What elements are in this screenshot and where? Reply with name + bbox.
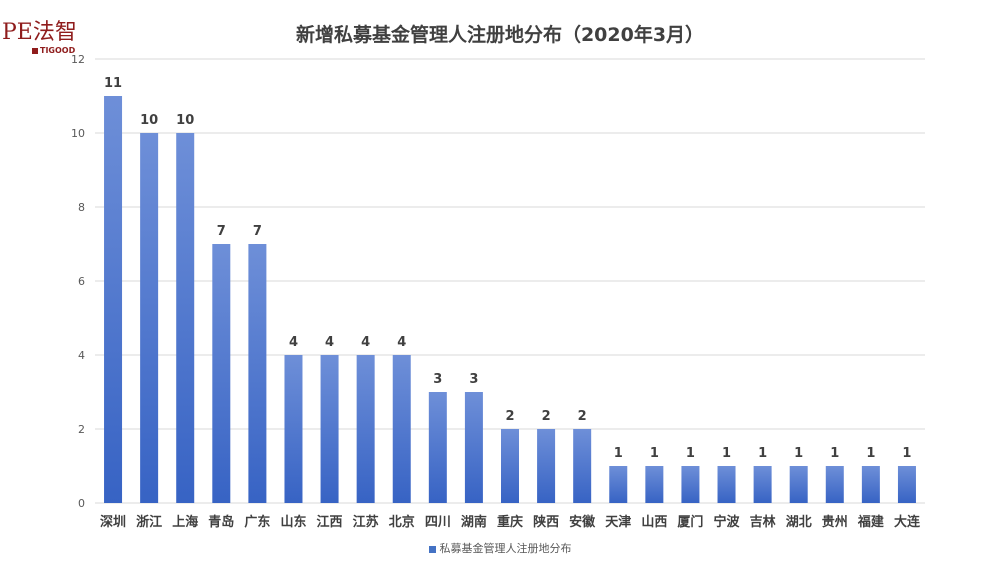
logo-text: PE法智 xyxy=(2,20,77,45)
bar xyxy=(392,355,411,503)
legend: 私募基金管理人注册地分布 xyxy=(0,540,1000,556)
bar xyxy=(537,429,556,503)
data-label: 1 xyxy=(902,446,911,461)
data-label: 2 xyxy=(542,409,551,424)
logo-sub-label: TIGOOD xyxy=(40,46,76,55)
bar xyxy=(284,355,303,503)
data-label: 10 xyxy=(176,113,194,128)
logo: PE法智 TIGOOD xyxy=(2,14,92,64)
x-tick-label: 陕西 xyxy=(533,514,559,530)
bar xyxy=(248,244,267,503)
bars-layer xyxy=(104,96,916,503)
x-tick-label: 广东 xyxy=(244,514,270,530)
x-tick-label: 天津 xyxy=(605,514,631,530)
data-label: 4 xyxy=(289,335,298,350)
y-tick-label: 4 xyxy=(78,349,85,362)
data-label: 2 xyxy=(578,409,587,424)
data-label: 10 xyxy=(140,113,158,128)
y-tick-label: 2 xyxy=(78,423,85,436)
x-tick-label: 四川 xyxy=(425,515,451,530)
bar xyxy=(897,466,916,503)
x-tick-label: 青岛 xyxy=(208,514,234,530)
bar xyxy=(212,244,231,503)
bar xyxy=(104,96,123,503)
y-tick-label: 6 xyxy=(78,275,85,288)
bar xyxy=(573,429,592,503)
data-label: 2 xyxy=(505,409,514,424)
bar xyxy=(753,466,772,503)
bar xyxy=(501,429,519,503)
x-tick-label: 深圳 xyxy=(100,514,126,530)
data-label: 11 xyxy=(104,76,122,91)
data-label: 4 xyxy=(325,335,334,350)
data-label: 1 xyxy=(722,446,731,461)
x-tick-label: 大连 xyxy=(894,514,921,530)
bar xyxy=(356,355,375,503)
x-tick-label: 山西 xyxy=(641,514,667,530)
bar xyxy=(645,466,664,503)
bar xyxy=(681,466,700,503)
x-tick-label: 福建 xyxy=(857,514,884,530)
x-tick-label: 湖南 xyxy=(461,514,487,530)
data-label: 7 xyxy=(253,224,262,239)
bar xyxy=(717,466,736,503)
y-tick-label: 8 xyxy=(78,201,85,214)
data-label: 4 xyxy=(361,335,370,350)
y-tick-label: 0 xyxy=(78,497,85,510)
x-tick-label: 重庆 xyxy=(497,514,523,530)
legend-label: 私募基金管理人注册地分布 xyxy=(439,542,572,555)
bar xyxy=(176,133,195,503)
data-label: 1 xyxy=(758,446,767,461)
x-tick-label: 江西 xyxy=(317,514,343,530)
data-label: 3 xyxy=(433,372,442,387)
x-tick-label: 安徽 xyxy=(569,514,596,530)
data-label: 1 xyxy=(650,446,659,461)
data-label: 1 xyxy=(794,446,803,461)
data-label: 4 xyxy=(397,335,406,350)
logo-subtext: TIGOOD xyxy=(32,46,75,55)
data-label: 1 xyxy=(866,446,875,461)
data-label: 7 xyxy=(217,224,226,239)
chart-title: 新增私募基金管理人注册地分布（2020年3月） xyxy=(295,24,705,46)
data-label: 3 xyxy=(469,372,478,387)
x-tick-label: 湖北 xyxy=(786,515,812,530)
bar xyxy=(609,466,628,503)
x-tick-label: 山东 xyxy=(280,514,306,530)
labels-layer: 11深圳10浙江10上海7青岛7广东4山东4江西4江苏4北京3四川3湖南2重庆2… xyxy=(100,76,921,530)
x-tick-label: 江苏 xyxy=(353,514,379,530)
bar xyxy=(825,466,844,503)
x-tick-label: 厦门 xyxy=(677,514,703,530)
x-tick-label: 上海 xyxy=(172,514,198,530)
x-tick-label: 宁波 xyxy=(714,514,741,530)
bar xyxy=(428,392,447,503)
bar xyxy=(464,392,483,503)
logo-mark-icon xyxy=(32,47,38,54)
bar xyxy=(320,355,339,503)
data-label: 1 xyxy=(830,446,839,461)
data-label: 1 xyxy=(686,446,695,461)
legend-swatch xyxy=(428,545,436,553)
bar xyxy=(861,466,880,503)
x-tick-label: 吉林 xyxy=(750,514,776,530)
y-tick-label: 10 xyxy=(71,127,85,140)
bar xyxy=(140,133,159,503)
y-tick-label: 12 xyxy=(71,53,85,66)
data-label: 1 xyxy=(614,446,623,461)
x-tick-label: 北京 xyxy=(389,514,415,530)
bar xyxy=(789,466,808,503)
x-tick-label: 贵州 xyxy=(822,514,848,530)
x-tick-label: 浙江 xyxy=(136,514,162,530)
